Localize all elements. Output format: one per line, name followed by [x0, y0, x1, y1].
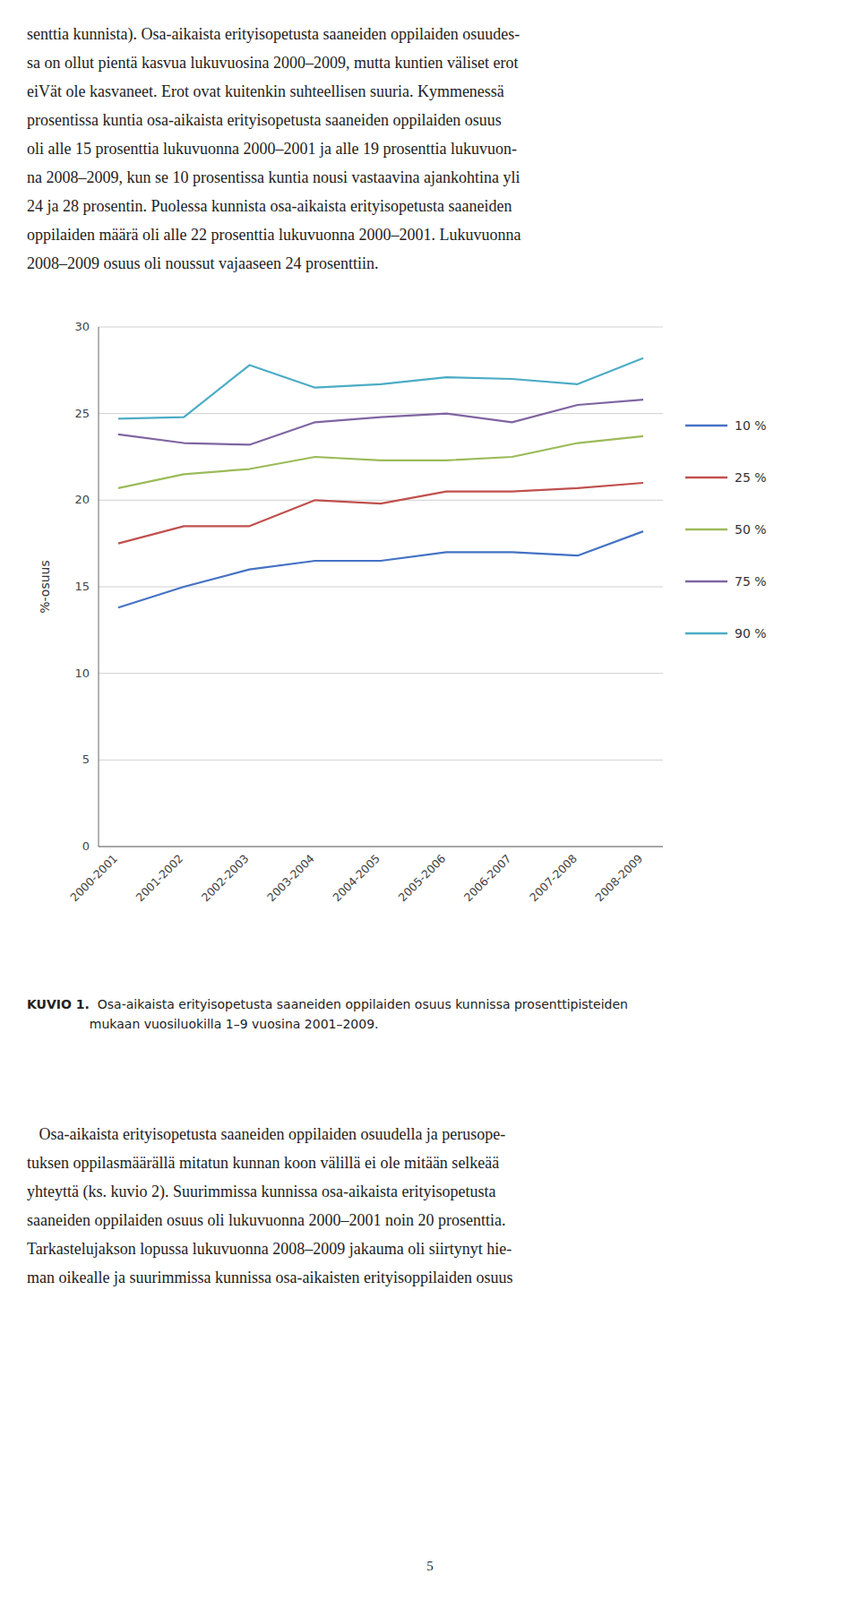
legend-label: 90 % [734, 626, 767, 641]
y-axis-label: %-osuus [37, 559, 52, 614]
grid [98, 326, 663, 847]
legend: 10 % 25 % 50 % 75 % 90 % [685, 418, 767, 641]
legend-label: 50 % [734, 522, 767, 537]
x-tick-label: 2004-2005 [329, 851, 383, 905]
legend-label: 10 % [734, 418, 767, 433]
x-tick-label: 2007-2008 [526, 851, 580, 904]
y-tick-label: 30 [74, 319, 90, 334]
x-tick-label: 2000-2001 [67, 851, 121, 905]
legend-label: 75 % [734, 574, 767, 589]
x-tick-label: 2001-2002 [133, 851, 187, 905]
legend-label: 25 % [734, 470, 767, 485]
chart: 0510152025302000-20012001-20022002-20032… [0, 309, 860, 964]
y-axis-line [98, 326, 100, 847]
y-tick-label: 5 [82, 752, 90, 766]
page-number: 5 [0, 1558, 860, 1574]
series-line [118, 531, 644, 608]
legend-swatch [685, 424, 728, 428]
legend-swatch [685, 528, 728, 532]
grid-line [98, 672, 663, 674]
plot-lines [118, 358, 644, 608]
caption-text: Osa-aikaista erityisopetusta saaneiden o… [89, 994, 628, 1034]
y-tick-label: 25 [74, 406, 90, 421]
y-tick-label: 10 [74, 666, 90, 680]
grid-line [98, 759, 663, 761]
caption-label: KUVIO 1. [26, 994, 90, 1034]
x-tick-label: 2005-2006 [395, 851, 449, 904]
x-tick-label: 2006-2007 [461, 851, 515, 905]
legend-swatch [685, 476, 728, 480]
y-tick-label: 15 [74, 579, 90, 594]
grid-line [98, 412, 663, 414]
x-tick-label: 2003-2004 [264, 851, 318, 904]
y-tick-label: 20 [74, 492, 90, 507]
y-tick-label: 0 [82, 839, 90, 853]
series-line [118, 358, 644, 420]
series-line [118, 482, 644, 544]
legend-swatch [685, 632, 728, 636]
body-text-bottom: Osa-aikaista erityisopetusta saaneiden o… [26, 1119, 513, 1292]
body-text-top: senttia kunnista). Osa-aikaista erityiso… [26, 19, 521, 278]
legend-swatch [685, 580, 728, 584]
grid-line [98, 326, 663, 328]
x-axis-line [98, 846, 663, 848]
x-tick-label: 2002-2003 [198, 851, 252, 905]
grid-line [98, 846, 663, 848]
grid-line [98, 499, 663, 501]
x-tick-label: 2008-2009 [592, 851, 645, 904]
caption: KUVIO 1. Osa-aikaista erityisopetusta sa… [26, 994, 628, 1034]
